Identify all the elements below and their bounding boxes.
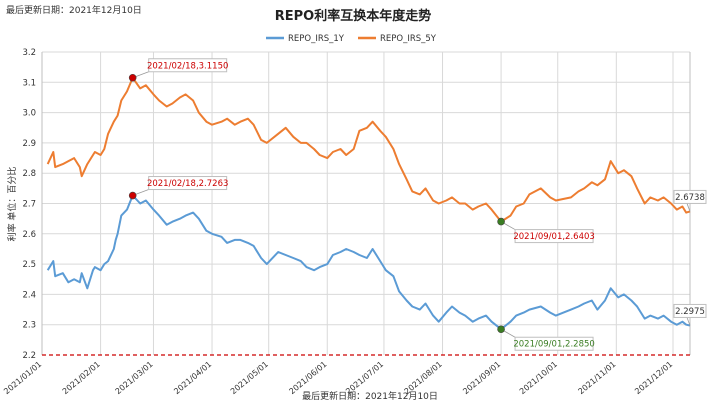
- y-tick-label: 2.9: [22, 139, 36, 149]
- grid: [41, 51, 691, 355]
- update-note-top: 最后更新日期：2021年12月10日: [6, 4, 142, 16]
- callouts: 2021/02/18,2.7263 2021/09/01,2.2850 2.2975…: [128, 58, 707, 351]
- legend-label-5y: REPO_IRS_5Y: [380, 34, 437, 44]
- legend-label-1y: REPO_IRS_1Y: [288, 34, 345, 44]
- callout-label-1y-box: [148, 176, 228, 191]
- last-value-label-1y: 2.2975: [675, 307, 705, 317]
- update-note-bottom: 最后更新日期：2021年12月10日: [302, 390, 438, 402]
- last-value-label-5y-box: [673, 189, 707, 204]
- y-tick-label: 2.5: [22, 260, 36, 270]
- series-line-1y: [46, 194, 691, 331]
- y-tick-labels: 2.2 2.3 2.4 2.5 2.6 2.7 2.8 2.9 3.0 3.1 3.2: [22, 48, 36, 361]
- callout-label-5y-box: [514, 229, 594, 244]
- y-tick-label: 2.4: [22, 290, 36, 300]
- last-value-leader: [686, 317, 691, 326]
- callout-label-5y: 2021/02/18,3.1150: [147, 61, 228, 71]
- callout-label-1y: 2021/09/01,2.2850: [513, 340, 594, 350]
- series-lines: [46, 76, 691, 331]
- y-axis-label: 利率 单位：百分比: [6, 167, 18, 242]
- callout-label-1y: 2021/02/18,2.7263: [147, 179, 228, 189]
- y-tick-label: 3.0: [22, 109, 36, 119]
- y-tick-label: 3.1: [22, 78, 36, 88]
- last-value-leader: [686, 203, 691, 212]
- callout-marker-1y: [497, 325, 505, 334]
- y-tick-label: 2.3: [22, 321, 36, 331]
- last-value-label-5y: 2.6738: [675, 193, 705, 203]
- y-tick-label: 2.6: [22, 230, 36, 240]
- legend: REPO_IRS_1Y REPO_IRS_5Y: [266, 34, 437, 44]
- callout-marker-5y: [497, 217, 505, 226]
- y-tick-label: 2.7: [22, 200, 36, 210]
- y-tick-label: 3.2: [22, 48, 36, 58]
- last-value-label-1y-box: [673, 303, 707, 318]
- y-tick-label: 2.2: [22, 351, 36, 361]
- callout-label-5y-box: [148, 58, 228, 73]
- callout-label-5y: 2021/09/01,2.6403: [513, 232, 594, 242]
- chart-title: REPO利率互换本年度走势: [275, 8, 431, 24]
- callout-marker-1y: [128, 191, 137, 200]
- y-tick-label: 2.8: [22, 169, 36, 179]
- callout-marker-5y: [128, 73, 137, 82]
- callout-label-1y-box: [514, 336, 594, 351]
- series-line-5y: [46, 76, 691, 223]
